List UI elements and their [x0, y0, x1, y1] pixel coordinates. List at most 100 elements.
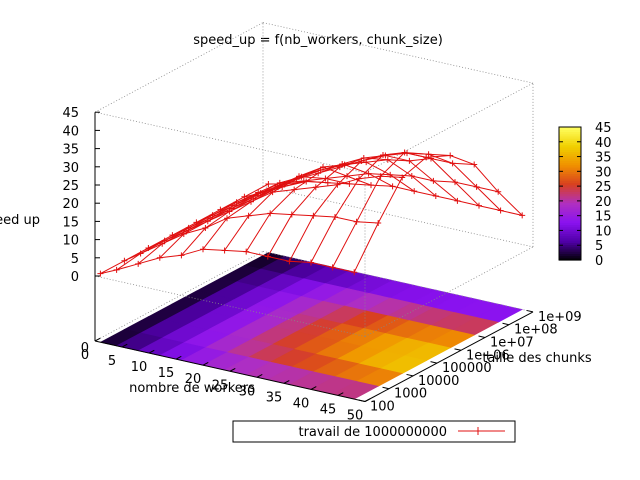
colorbar-tick-label: 30 [595, 165, 612, 180]
data-point [169, 232, 176, 239]
z-axis-ticks: 0 5 10 15 20 25 30 35 40 45 0 [62, 106, 100, 356]
y-tick-label: 100000 [442, 361, 492, 376]
colorbar-segment [559, 200, 581, 203]
colorbar-segment [559, 151, 581, 155]
data-point [358, 158, 365, 165]
x-tick-mark [148, 349, 155, 354]
y-tick-mark [358, 399, 366, 402]
data-point [298, 173, 305, 180]
x-tick-mark [94, 337, 101, 342]
y-tick-label: 1e+09 [538, 310, 582, 325]
data-point [408, 173, 415, 180]
data-point [113, 266, 120, 273]
y-tick-mark [502, 322, 510, 326]
colorbar-tick-label: 25 [595, 180, 612, 195]
surface-column-line [353, 154, 523, 273]
data-point [312, 184, 319, 191]
colorbar-segment [559, 182, 581, 186]
data-point [399, 174, 406, 181]
colorbar-segment [559, 171, 581, 175]
colorbar-segment [559, 166, 581, 170]
x-tick-label: 0 [81, 348, 89, 363]
x-tick-label: 45 [320, 402, 337, 417]
y-tick-label: 100 [370, 400, 395, 415]
colorbar-segment [559, 246, 581, 250]
colorbar-segment [559, 248, 581, 252]
y-tick-label: 1000 [394, 387, 427, 402]
colorbar-segment [559, 235, 581, 239]
data-point [315, 170, 322, 177]
data-point [185, 224, 192, 231]
colorbar-segment [559, 202, 581, 206]
data-point [363, 159, 370, 166]
x-tick-label: 20 [185, 372, 202, 387]
data-point [288, 211, 295, 218]
y-tick-label: 1e+07 [490, 336, 534, 351]
data-point [346, 180, 353, 187]
colorbar-tick-label: 20 [595, 195, 612, 210]
data-point [317, 167, 324, 174]
data-point [322, 175, 329, 182]
chart-title: speed_up = f(nb_workers, chunk_size) [193, 33, 443, 48]
colorbar-tick-label: 45 [595, 121, 612, 136]
colorbar-segment [559, 217, 581, 221]
surface-column-line [267, 157, 437, 257]
colorbar-segment [559, 138, 581, 141]
data-point [257, 190, 264, 197]
colorbar-segment [559, 162, 581, 166]
y-tick-mark [382, 386, 390, 390]
data-point [250, 195, 257, 202]
z-axis-label: speed up [0, 213, 40, 228]
data-point [286, 258, 293, 265]
data-point [291, 186, 298, 193]
colorbar-segment [559, 255, 581, 259]
data-point [432, 193, 439, 199]
data-point [353, 218, 360, 225]
colorbar-segment [559, 197, 581, 201]
z-tick-label: 40 [62, 124, 79, 139]
colorbar-segment [559, 146, 581, 150]
surface-row-line [172, 151, 427, 236]
colorbar-segment [559, 173, 581, 177]
data-point [135, 260, 142, 267]
colorbar-segment [559, 240, 581, 243]
data-point [245, 212, 252, 219]
data-point [382, 152, 389, 159]
data-point [137, 250, 144, 257]
x-tick-mark [229, 367, 236, 372]
colorbar-segment [559, 189, 581, 192]
colorbar-segment [559, 215, 581, 219]
surface-column-line [137, 181, 307, 265]
surface-series [97, 149, 526, 277]
colorbar-segment [559, 155, 581, 159]
x-tick-label: 5 [108, 354, 116, 369]
data-point [497, 207, 504, 214]
colorbar-frame [558, 126, 582, 261]
x-tick-mark [256, 374, 263, 378]
data-point [404, 150, 410, 157]
y-axis-label: taille des chunks [482, 351, 592, 366]
x-tick-label: 35 [266, 390, 283, 405]
surface-column-line [332, 151, 501, 268]
x-tick-mark [121, 343, 128, 348]
y-axis-line [364, 311, 534, 402]
data-point [332, 213, 338, 220]
data-point [430, 177, 437, 184]
data-point [272, 186, 278, 192]
data-point [228, 205, 235, 212]
colorbar-segment [559, 213, 581, 217]
data-point [248, 198, 254, 205]
z-tick-label: 45 [62, 106, 79, 121]
data-point [204, 218, 211, 225]
colorbar-segment [559, 231, 581, 234]
data-point [265, 180, 272, 187]
data-point [252, 192, 259, 199]
top-edge [262, 22, 534, 84]
data-point [293, 176, 300, 183]
data-point [276, 179, 283, 186]
data-point [375, 220, 382, 226]
data-point [423, 154, 430, 161]
colorbar-segment [559, 184, 581, 188]
data-point [428, 155, 434, 162]
